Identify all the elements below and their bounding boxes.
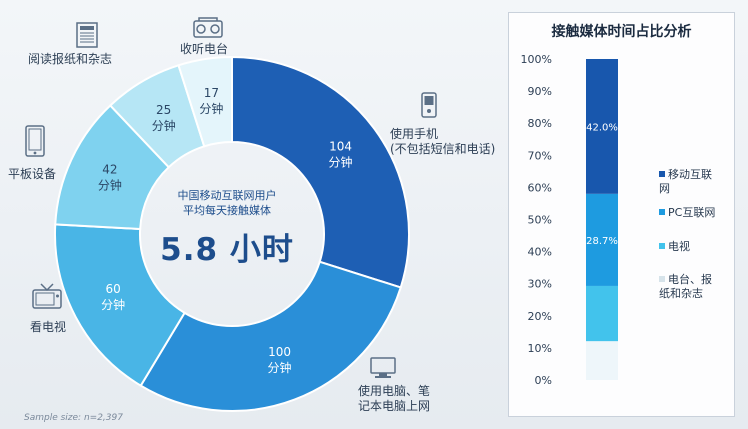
stack-segment: [586, 341, 618, 380]
legend-label: PC互联网: [668, 206, 716, 219]
y-tick-label: 40%: [528, 246, 552, 259]
stack-segment-label: 42.0%: [586, 122, 618, 133]
donut-chart: 104 分钟 100 分钟 60 分钟 42 分钟 25 分钟 17 分钟: [54, 55, 410, 412]
stacked-bar-chart: 0% 10% 20% 30% 40% 50% 60% 70% 80% 90% 100% 28.7% 42…: [521, 53, 618, 387]
donut-slice: [177, 55, 233, 148]
radio-icon: [193, 16, 223, 42]
legend-swatch: [659, 243, 665, 249]
legend-item: 电视: [659, 240, 731, 254]
label-computer: 使用电脑、笔 记本电脑上网: [358, 384, 431, 413]
television-icon: [32, 283, 62, 313]
donut-value-label: 42 分钟: [98, 163, 122, 193]
label-television: 看电视: [30, 320, 67, 334]
stacked-bar-title: 接触媒体时间占比分析: [551, 24, 692, 40]
y-tick-label: 70%: [528, 149, 552, 162]
donut-value-label: 100 分钟: [268, 345, 292, 375]
y-tick-label: 90%: [528, 85, 552, 98]
donut-value-label: 60 分钟: [101, 282, 125, 312]
donut-slice: [231, 55, 410, 289]
y-tick-label: 60%: [528, 181, 552, 194]
center-caption-1: 中国移动互联网用户: [177, 189, 277, 202]
legend-label: 移动互联网: [659, 168, 712, 195]
center-total: 5.8 小时: [160, 232, 294, 268]
legend-item: 电台、报 纸和杂志: [659, 273, 731, 301]
y-tick-label: 100%: [521, 53, 552, 66]
y-tick-label: 80%: [528, 117, 552, 130]
label-tablet: 平板设备: [8, 167, 57, 181]
legend-item: 移动互联网: [659, 168, 731, 196]
donut-value-label: 104 分钟: [329, 140, 353, 170]
legend-label: 电视: [668, 240, 690, 253]
stack-segment: [586, 59, 618, 194]
y-tick-label: 30%: [528, 278, 552, 291]
center-caption-2: 平均每天接触媒体: [183, 204, 271, 217]
donut-slice: [139, 260, 402, 412]
legend-label: 电台、报 纸和杂志: [659, 273, 712, 300]
y-tick-label: 50%: [528, 214, 552, 227]
label-mobile: 使用手机 (不包括短信和电话): [390, 127, 496, 156]
sample-size-note: Sample size: n=2,397: [24, 413, 123, 423]
y-tick-label: 10%: [528, 342, 552, 355]
mobile-phone-icon: [421, 92, 437, 122]
newspaper-icon: [76, 22, 98, 52]
label-radio: 收听电台: [180, 42, 229, 56]
legend-swatch: [659, 209, 665, 215]
donut-slice: [54, 223, 186, 388]
stack-segment: [586, 193, 618, 286]
y-tick-label: 0%: [535, 374, 552, 387]
legend-swatch: [659, 171, 665, 177]
legend-swatch: [659, 276, 665, 282]
y-tick-label: 20%: [528, 310, 552, 323]
legend-item: PC互联网: [659, 206, 731, 220]
donut-value-label: 25 分钟: [152, 103, 176, 133]
computer-icon: [370, 357, 396, 383]
donut-value-label: 17 分钟: [199, 86, 223, 116]
stacked-bar-panel: 接触媒体时间占比分析 0% 10% 20% 30% 40% 50% 60% 70% 80% 90%…: [508, 12, 735, 417]
stack-segment: [586, 285, 618, 342]
stack-segment-label: 28.7%: [586, 236, 618, 247]
label-newspaper: 阅读报纸和杂志: [28, 52, 113, 66]
tablet-icon: [25, 125, 45, 161]
